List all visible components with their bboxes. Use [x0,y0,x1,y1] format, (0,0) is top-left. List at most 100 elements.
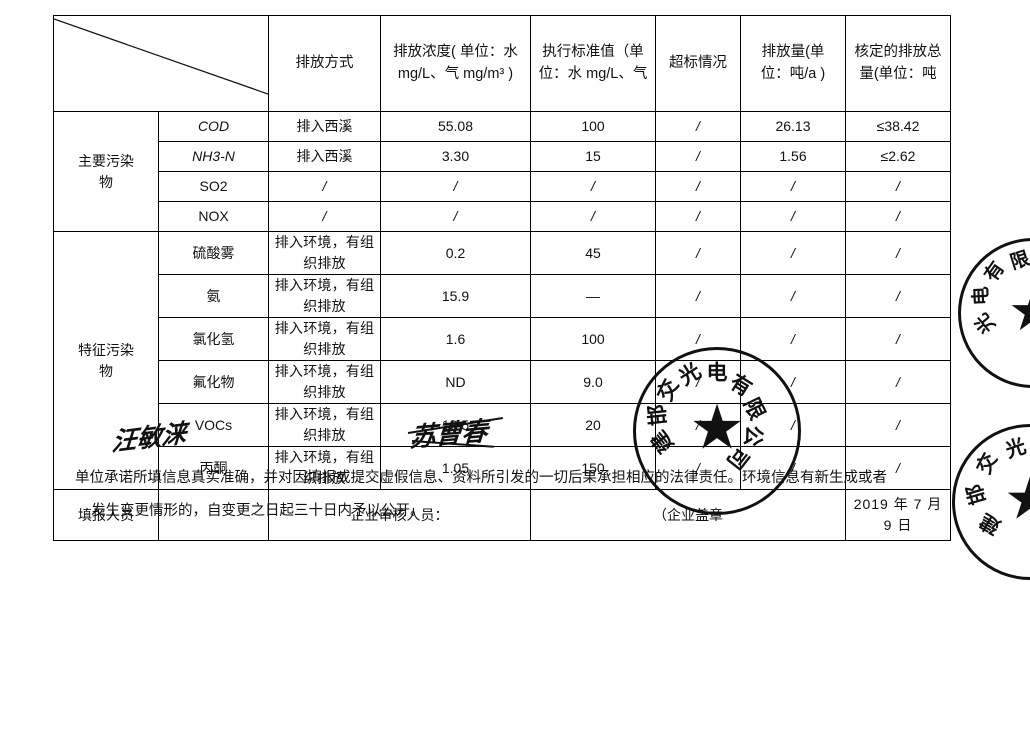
header-discharge-mode: 排放方式 [268,15,381,112]
cell-discharge-amount: / [740,403,846,447]
cell-concentration: / [380,201,531,232]
cell-exceed-status: / [655,274,741,318]
group-label-line2: 物 [99,362,113,379]
seal-char: 有 [980,257,1010,286]
cell-discharge-mode: 排入环境，有组织排放 [268,360,381,404]
diagonal-line-icon [54,18,268,95]
group-label-line2: 物 [99,173,113,190]
cell-pollutant-name: VOCs [158,403,269,447]
cell-exceed-status: / [655,446,741,490]
header-discharge-amount: 排放量(单 位：吨/a ) [740,15,846,112]
cell-standard-value: 100 [530,111,656,142]
cell-exceed-status: / [655,231,741,275]
cell-discharge-amount: / [740,274,846,318]
cell-standard-value: 45 [530,231,656,275]
cell-discharge-mode: 排入西溪 [268,141,381,172]
group-label-main: 主要污染物 [53,111,159,232]
table-row: SO2// / / / / [54,171,951,202]
header-concentration-line2: mg/L、气 mg/m³ ) [397,65,514,82]
table-row: NOX / / / / / / [54,201,951,232]
header-approved-line2: 量(单位：吨 [859,65,937,82]
group-label-characteristic: 特征污染物 [53,231,159,490]
cell-exceed-status: / [655,141,741,172]
cell-pollutant-name: SO2 [158,171,269,202]
cell-standard-value: 15 [530,141,656,172]
seal-char: 限 [1007,247,1030,274]
report-date: 2019 年 7 月 9 日 [845,489,951,541]
seal-outer-ring-upper [958,238,1030,388]
cell-discharge-amount: 1.56 [740,141,846,172]
cell-discharge-mode: 排入环境，有组织排放 [268,403,381,447]
reporter-label: 填报人员 [53,489,159,541]
cell-pollutant-name: NH3-N [158,141,269,172]
header-concentration: 排放浓度( 单位：水 mg/L、气 mg/m³ ) [380,15,531,112]
table-header-row: 排放方式 排放浓度( 单位：水 mg/L、气 mg/m³ ) 执行标准值（单 位… [53,15,951,112]
cell-discharge-mode: / [268,201,381,232]
cell-approved-total: / [845,403,951,447]
seal-star-icon-lower: ★ [1004,470,1030,529]
cell-concentration: ND [380,360,531,404]
disclaimer-line-2: 发生变更情形的，自变更之日起三十日内予以公开。 [91,502,425,519]
cell-discharge-mode: 排入环境，有组织排放 [268,274,381,318]
cell-exceed-status: / [655,111,741,142]
cell-discharge-amount: / [740,317,846,361]
cell-pollutant-name: 氟化物 [158,360,269,404]
table-row: 氟化物 排入环境，有组织排放 ND 9.0// / [54,360,951,404]
cell-discharge-amount: / [740,231,846,275]
cell-concentration: 0.2 [380,231,531,275]
cell-standard-value: / [530,201,656,232]
group-label-line1: 主要污染 [78,152,134,169]
header-amount-line2: 位：吨/a ) [760,65,826,82]
cell-concentration: 1.6 [380,317,531,361]
header-amount-line1: 排放量(单 [761,43,825,60]
signature-row: 填报人员 企业审核人员： （企业盖章 2019 年 7 月 9 日 [53,489,951,541]
cell-exceed-status: / [655,171,741,202]
cell-discharge-mode: 排入环境，有组织排放 [268,446,381,490]
cell-concentration: 55.08 [380,111,531,142]
seal-char: 光 [1002,433,1029,463]
header-approved-total: 核定的排放总 量(单位：吨 [845,15,951,112]
cell-discharge-amount: / [740,171,846,202]
table-row: 特征污染物硫酸雾 排入环境，有组织排放 0.2 45// / [53,231,951,490]
cell-approved-total: ≤38.42 [845,111,951,142]
cell-pollutant-name: 丙酮 [158,446,269,490]
cell-concentration: 3.30 [380,141,531,172]
cell-discharge-mode: 排入西溪 [268,111,381,142]
seal-char: 光 [970,308,1000,338]
cell-pollutant-name: COD [158,111,269,142]
cell-standard-value: — [530,274,656,318]
header-standard-line2: 位：水 mg/L、气 [538,65,648,82]
seal-star-icon-upper: ★ [1008,282,1030,339]
cell-discharge-amount: / [740,360,846,404]
cell-concentration: 15.9 [380,274,531,318]
table-row: 主要污染物 COD 排入西溪 55.08 100/26.13 ≤38.42 [53,111,951,232]
disclaimer-paragraph: 单位承诺所填信息真实准确，并对因填报或提交虚假信息、资料所引发的一切后果承担相应… [53,462,993,527]
reporter-signature-cell[interactable] [158,489,269,541]
table-row: 氨排入环境，有组织排放 15.9— / / / [54,274,951,318]
cell-pollutant-name: NOX [158,201,269,232]
header-concentration-line1: 排放浓度( 单位：水 [393,43,518,60]
cell-exceed-status: / [655,201,741,232]
disclaimer-line-1: 单位承诺所填信息真实准确，并对因填报或提交虚假信息、资料所引发的一切后果承担相应… [75,470,887,486]
header-approved-line1: 核定的排放总 [854,43,942,60]
cell-discharge-mode: 排入环境，有组织排放 [268,231,381,275]
cell-approved-total: / [845,360,951,404]
cell-approved-total: / [845,201,951,232]
cell-exceed-status: / [655,360,741,404]
header-standard-value: 执行标准值（单 位：水 mg/L、气 [530,15,656,112]
cell-discharge-amount: / [740,201,846,232]
table-row: 氯化氢 排入环境，有组织排放 1.6 100// / [54,317,951,361]
auditor-label: 企业审核人员： [268,489,531,541]
cell-discharge-mode: / [268,171,381,202]
cell-pollutant-name: 氨 [158,274,269,318]
seal-char: 电 [969,285,993,306]
table-row: 丙酮 排入环境，有组织排放 1.05 150// / [54,446,951,490]
cell-approved-total: / [845,231,951,275]
group-label-line1: 特征污染 [78,341,134,358]
header-exceed-status: 超标情况 [655,15,741,112]
corner-diagonal-cell [53,15,269,112]
header-standard-line1: 执行标准值（单 [542,43,644,60]
